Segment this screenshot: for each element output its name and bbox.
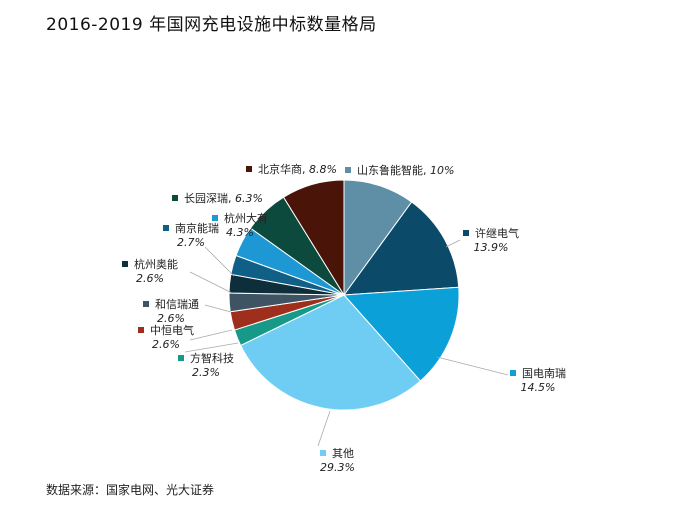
legend-swatch: [320, 450, 326, 456]
pie-slice-0: [343, 179, 413, 297]
data-label-1: 许继电气 13.9%: [463, 227, 519, 255]
legend-swatch: [178, 355, 184, 361]
slice-name: 方智科技: [190, 352, 234, 365]
leader-line-7: [189, 271, 233, 294]
slice-percent: 8.8%: [309, 163, 337, 176]
slice-percent: 2.7%: [177, 236, 205, 249]
data-label-8: 南京能瑞 2.7%: [163, 222, 219, 250]
leader-line-6: [204, 304, 232, 313]
legend-swatch: [143, 301, 149, 307]
legend-swatch: [510, 370, 516, 376]
data-label-6: 和信瑞通 2.6%: [143, 298, 199, 326]
leader-line-3: [317, 410, 331, 447]
slice-name: 长园深瑞,: [184, 192, 235, 205]
slice-name: 杭州大有: [224, 212, 268, 225]
data-label-7: 杭州奥能 2.6%: [122, 258, 178, 286]
pie-slice-1: [342, 201, 460, 296]
legend-swatch: [163, 225, 169, 231]
legend-swatch: [122, 261, 128, 267]
slice-name: 国电南瑞: [522, 367, 566, 380]
data-label-11: 北京华商, 8.8%: [246, 163, 337, 177]
slice-percent: 29.3%: [320, 461, 355, 474]
data-label-5: 中恒电气 2.6%: [138, 324, 194, 352]
data-label-10: 长园深瑞, 6.3%: [172, 192, 263, 206]
leader-line-4: [184, 342, 239, 353]
legend-swatch: [172, 195, 178, 201]
legend-swatch: [212, 215, 218, 221]
slice-name: 山东鲁能智能,: [357, 164, 430, 177]
slice-name: 和信瑞通: [155, 298, 199, 311]
source-note: 数据来源：国家电网、光大证券: [46, 483, 215, 497]
legend-swatch: [345, 167, 351, 173]
legend-swatch: [463, 230, 469, 236]
slice-name: 其他: [332, 447, 354, 460]
data-label-2: 国电南瑞 14.5%: [510, 367, 566, 395]
pie-slice-11: [282, 179, 345, 297]
slice-name: 北京华商,: [258, 163, 309, 176]
leader-line-5: [189, 329, 233, 341]
slice-name: 许继电气: [475, 227, 519, 240]
leader-line-2: [436, 356, 509, 376]
slice-percent: 13.9%: [473, 241, 509, 254]
data-label-4: 方智科技 2.3%: [178, 352, 234, 380]
data-label-3: 其他 29.3%: [320, 447, 355, 475]
leader-line-1: [445, 239, 461, 248]
slice-percent: 2.3%: [192, 366, 220, 379]
slice-name: 南京能瑞: [175, 222, 219, 235]
slice-percent: 2.6%: [157, 312, 185, 325]
legend-swatch: [138, 327, 144, 333]
slice-name: 中恒电气: [150, 324, 194, 337]
leader-line-8: [204, 246, 235, 277]
slice-name: 杭州奥能: [134, 258, 178, 271]
slice-percent: 14.5%: [520, 381, 556, 394]
slice-percent: 10%: [430, 164, 455, 177]
data-label-9: 杭州大有 4.3%: [212, 212, 268, 240]
legend-swatch: [246, 166, 252, 172]
slice-percent: 6.3%: [235, 192, 263, 205]
chart-title: 2016-2019 年国网充电设施中标数量格局: [46, 15, 377, 35]
slice-percent: 4.3%: [226, 226, 254, 239]
slice-percent: 2.6%: [136, 272, 164, 285]
pie-slice-2: [342, 286, 460, 382]
data-label-0: 山东鲁能智能, 10%: [345, 164, 454, 178]
slice-percent: 2.6%: [152, 338, 180, 351]
